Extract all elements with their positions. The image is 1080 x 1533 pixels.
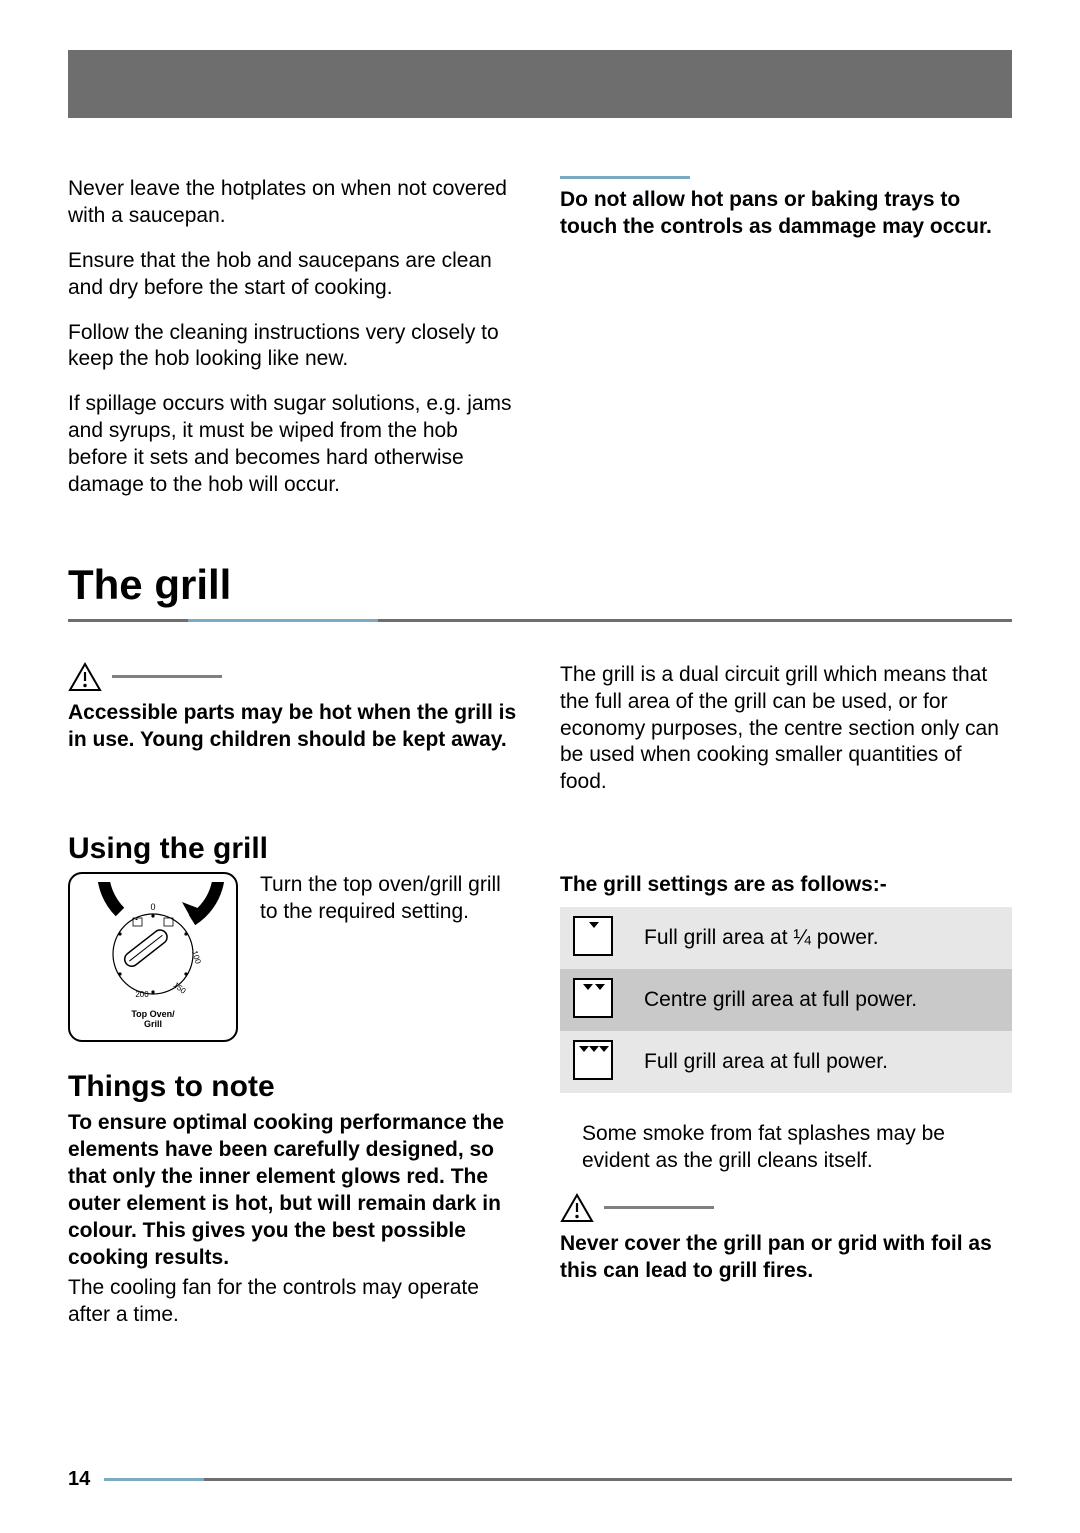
footer-rule (104, 1478, 1012, 1481)
accent-line (560, 176, 690, 179)
table-row: Full grill area at ¼ power. (560, 907, 1012, 969)
grill-mode-icon-cell (560, 969, 626, 1031)
warning-rule (112, 675, 222, 678)
grill-settings-table: Full grill area at ¼ power. Centre grill… (560, 907, 1012, 1093)
intro-columns: Never leave the hotplates on when not co… (68, 176, 1012, 517)
things-para-after: The cooling fan for the controls may ope… (68, 1275, 520, 1329)
grill-intro-columns: Accessible parts may be hot when the gri… (68, 662, 1012, 814)
intro-para: Ensure that the hob and saucepans are cl… (68, 248, 520, 302)
page: Never leave the hotplates on when not co… (0, 0, 1080, 1397)
intro-right-col: Do not allow hot pans or baking trays to… (560, 176, 1012, 517)
dial-label: Top Oven/ Grill (70, 1010, 236, 1030)
grill-mode-1-icon (573, 916, 613, 956)
intro-left-col: Never leave the hotplates on when not co… (68, 176, 520, 517)
using-instruction: Turn the top oven/grill grill to the req… (260, 872, 520, 926)
grill-mode-desc: Centre grill area at full power. (626, 969, 1012, 1031)
page-number: 14 (68, 1468, 90, 1491)
grill-right-col: The grill is a dual circuit grill which … (560, 662, 1012, 814)
things-right-warning: Never cover the grill pan or grid with f… (560, 1231, 1012, 1285)
things-right-note: Some smoke from fat splashes may be evid… (560, 1121, 1012, 1175)
page-footer: 14 (68, 1468, 1012, 1491)
intro-right-warning: Do not allow hot pans or baking trays to… (560, 187, 1012, 241)
header-bar (68, 50, 1012, 118)
things-heading: Things to note (68, 1070, 520, 1104)
grill-mode-desc: Full grill area at ¼ power. (626, 907, 1012, 969)
intro-para: Follow the cleaning instructions very cl… (68, 320, 520, 374)
svg-text:150: 150 (172, 980, 188, 996)
grill-warning-text: Accessible parts may be hot when the gri… (68, 700, 520, 754)
grill-left-col: Accessible parts may be hot when the gri… (68, 662, 520, 814)
warning-icon (560, 1193, 594, 1223)
svg-text:0: 0 (150, 902, 155, 912)
warning-header (68, 662, 520, 692)
using-columns: Using the grill (68, 832, 1012, 1347)
grill-mode-icon-cell (560, 907, 626, 969)
warning-header (560, 1193, 1012, 1223)
grill-heading: The grill (68, 561, 1012, 609)
settings-heading: The grill settings are as follows:- (560, 872, 1012, 899)
grill-mode-3-icon (573, 1040, 613, 1080)
intro-para: Never leave the hotplates on when not co… (68, 176, 520, 230)
grill-mode-2-icon (573, 978, 613, 1018)
using-left-col: Using the grill (68, 832, 520, 1347)
warning-icon (68, 662, 102, 692)
svg-text:200: 200 (135, 990, 149, 999)
grill-description: The grill is a dual circuit grill which … (560, 662, 1012, 796)
dial-diagram: 0 100 150 200 Top Oven/ Grill (68, 872, 238, 1042)
dial-block: 0 100 150 200 Top Oven/ Grill Turn the t… (68, 872, 520, 1042)
using-heading: Using the grill (68, 832, 520, 866)
using-right-col: The grill settings are as follows:- Full… (560, 832, 1012, 1347)
table-row: Centre grill area at full power. (560, 969, 1012, 1031)
heading-rule (68, 619, 1012, 622)
things-bold-para: To ensure optimal cooking performance th… (68, 1110, 520, 1271)
grill-mode-desc: Full grill area at full power. (626, 1031, 1012, 1093)
table-row: Full grill area at full power. (560, 1031, 1012, 1093)
intro-para: If spillage occurs with sugar solutions,… (68, 391, 520, 499)
warning-rule (604, 1206, 714, 1209)
grill-mode-icon-cell (560, 1031, 626, 1093)
